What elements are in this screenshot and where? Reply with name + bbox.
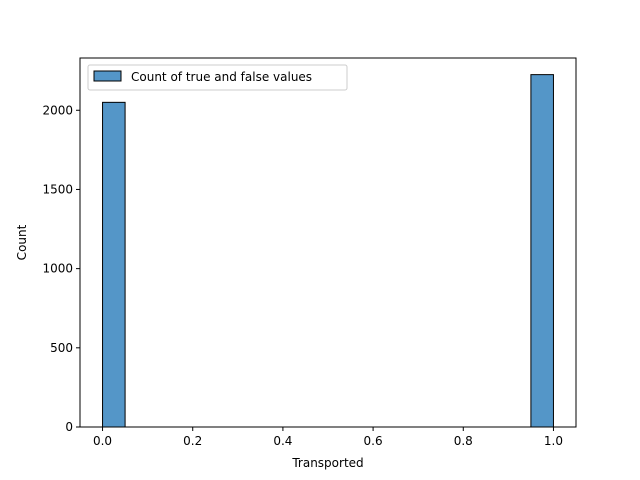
- x-axis-label: Transported: [291, 456, 363, 470]
- legend-swatch: [93, 70, 122, 82]
- y-axis-label: Count: [15, 224, 29, 260]
- x-tick-label: 1.0: [544, 434, 563, 448]
- x-tick-label: 0.0: [93, 434, 112, 448]
- x-tick-label: 0.8: [454, 434, 473, 448]
- bars-group: [102, 74, 554, 428]
- bar-1: [530, 74, 554, 428]
- legend: Count of true and false values: [87, 64, 348, 91]
- y-tick-label: 2000: [42, 103, 73, 117]
- bar-0: [102, 101, 126, 428]
- legend-box: [87, 64, 348, 91]
- y-tick-label: 0: [65, 420, 73, 434]
- legend-label: Count of true and false values: [131, 70, 312, 84]
- x-tick-label: 0.2: [183, 434, 202, 448]
- y-tick-label: 1500: [42, 182, 73, 196]
- y-tick-label: 500: [50, 341, 73, 355]
- x-axis-ticks: 0.0 0.2 0.4 0.6 0.8 1.0: [93, 427, 563, 448]
- x-tick-label: 0.6: [364, 434, 383, 448]
- x-tick-label: 0.4: [273, 434, 292, 448]
- y-axis-ticks: 0 500 1000 1500 2000: [42, 103, 80, 434]
- y-tick-label: 1000: [42, 262, 73, 276]
- plot-frame: [79, 57, 577, 428]
